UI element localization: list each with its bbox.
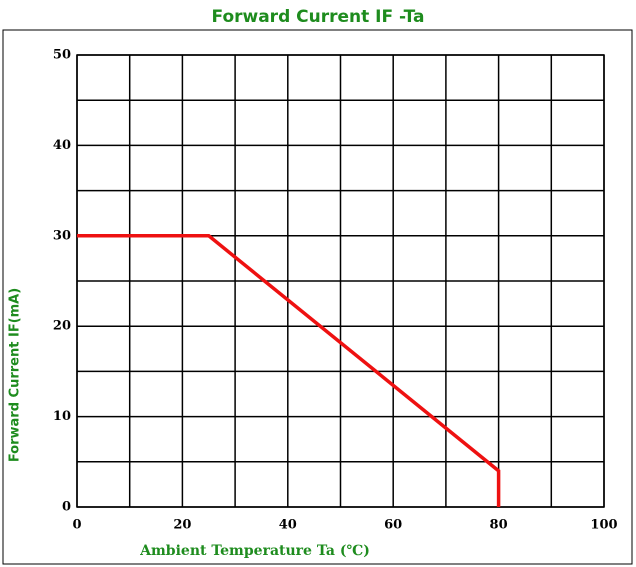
frame — [2, 29, 633, 565]
x-tick-label: 60 — [384, 518, 402, 533]
y-tick-label: 50 — [53, 48, 71, 63]
chart-title: Forward Current IF -Ta — [212, 7, 425, 27]
line — [77, 234, 501, 507]
x-tick-label: 100 — [590, 518, 617, 533]
x-tick-label: 40 — [279, 518, 297, 533]
x-tick-label: 80 — [490, 518, 508, 533]
y-tick-label: 40 — [53, 138, 71, 153]
y-tick-label: 30 — [53, 228, 71, 243]
y-tick-label: 10 — [53, 409, 71, 424]
x-axis-label: Ambient Temperature Ta (℃) — [139, 543, 370, 559]
x-tick-label: 20 — [173, 518, 191, 533]
x-tick-label: 0 — [72, 518, 81, 533]
plot-border — [76, 54, 605, 508]
y-tick-label: 0 — [62, 500, 71, 515]
y-axis-label: Forward Current IF(mA) — [8, 288, 23, 462]
y-tick-label: 20 — [53, 319, 71, 334]
